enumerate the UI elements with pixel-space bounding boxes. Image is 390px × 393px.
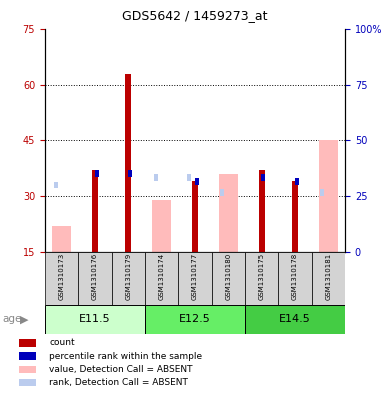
Text: GSM1310180: GSM1310180	[225, 253, 231, 300]
Text: age: age	[2, 314, 21, 324]
Bar	[19, 379, 36, 386]
Text: GSM1310176: GSM1310176	[92, 253, 98, 300]
Bar	[178, 252, 212, 305]
Text: percentile rank within the sample: percentile rank within the sample	[49, 352, 202, 361]
Bar	[278, 252, 312, 305]
Bar	[321, 189, 324, 196]
Text: GSM1310173: GSM1310173	[58, 253, 64, 300]
Bar	[187, 174, 191, 181]
Bar	[195, 178, 199, 185]
Text: value, Detection Call = ABSENT: value, Detection Call = ABSENT	[49, 365, 193, 374]
Bar	[154, 174, 158, 181]
Bar	[19, 353, 36, 360]
Bar	[245, 305, 345, 334]
Text: E11.5: E11.5	[79, 314, 111, 324]
Text: GSM1310179: GSM1310179	[125, 253, 131, 300]
Bar	[52, 226, 71, 252]
Bar	[92, 170, 98, 252]
Bar	[19, 366, 36, 373]
Bar	[19, 339, 36, 347]
Bar	[128, 171, 132, 177]
Bar	[125, 74, 131, 252]
Bar	[219, 174, 238, 252]
Text: count: count	[49, 338, 75, 347]
Bar	[245, 252, 278, 305]
Bar	[295, 178, 299, 185]
Bar	[259, 170, 265, 252]
Text: GSM1310181: GSM1310181	[326, 253, 332, 300]
Text: E12.5: E12.5	[179, 314, 211, 324]
Text: rank, Detection Call = ABSENT: rank, Detection Call = ABSENT	[49, 378, 188, 387]
Bar	[152, 200, 171, 252]
Bar	[292, 181, 298, 252]
Bar	[312, 252, 345, 305]
Text: GSM1310174: GSM1310174	[159, 253, 165, 300]
Bar	[145, 252, 178, 305]
Bar	[53, 182, 58, 188]
Text: GSM1310177: GSM1310177	[192, 253, 198, 300]
Bar	[145, 305, 245, 334]
Bar	[192, 181, 198, 252]
Bar	[45, 252, 78, 305]
Text: GSM1310175: GSM1310175	[259, 253, 265, 300]
Bar	[94, 171, 99, 177]
Text: ▶: ▶	[20, 314, 29, 324]
Bar	[45, 305, 145, 334]
Bar	[212, 252, 245, 305]
Bar	[261, 174, 266, 181]
Text: E14.5: E14.5	[279, 314, 311, 324]
Text: GSM1310178: GSM1310178	[292, 253, 298, 300]
Bar	[319, 140, 338, 252]
Bar	[78, 252, 112, 305]
Text: GDS5642 / 1459273_at: GDS5642 / 1459273_at	[122, 9, 268, 22]
Bar	[220, 189, 224, 196]
Bar	[112, 252, 145, 305]
